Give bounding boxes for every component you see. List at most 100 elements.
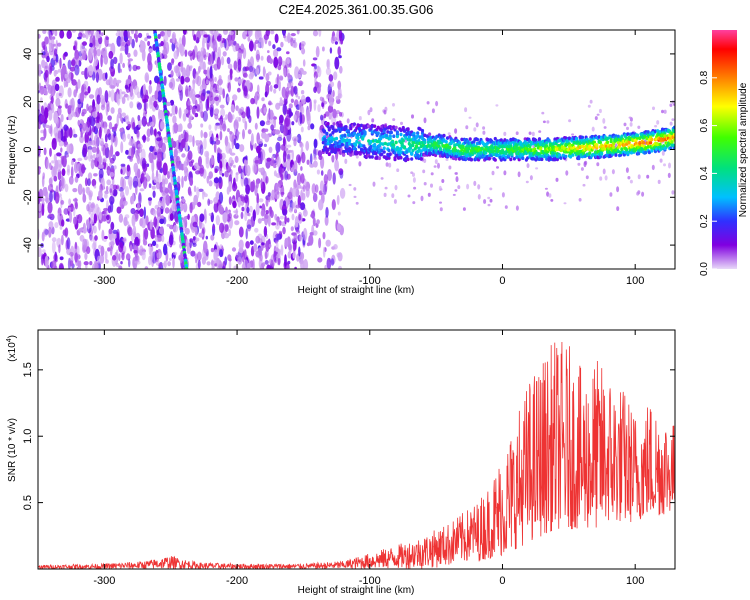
- heatmap-cell: [371, 139, 376, 143]
- heatmap-cell: [525, 180, 529, 184]
- heatmap-cell: [249, 56, 254, 68]
- heatmap-cell: [361, 148, 365, 153]
- heatmap-cell: [207, 198, 211, 206]
- heatmap-cell: [66, 143, 72, 154]
- heatmap-cell: [399, 132, 403, 137]
- heatmap-cell: [222, 123, 227, 132]
- heatmap-cell: [81, 164, 86, 174]
- heatmap-cell: [324, 138, 328, 143]
- heatmap-cell: [192, 135, 195, 148]
- spectrogram-signal-band: [321, 120, 675, 163]
- heatmap-cell: [210, 234, 215, 241]
- heatmap-cell: [83, 261, 89, 266]
- heatmap-cell: [327, 137, 331, 141]
- heatmap-cell: [264, 213, 269, 219]
- heatmap-cell: [150, 125, 154, 136]
- heatmap-cell: [641, 147, 646, 152]
- heatmap-cell: [202, 89, 207, 97]
- heatmap-cell: [44, 65, 48, 69]
- heatmap-cell: [94, 203, 100, 216]
- heatmap-cell: [146, 136, 150, 142]
- heatmap-cell: [142, 98, 149, 103]
- heatmap-cell: [203, 34, 208, 38]
- heatmap-cell: [619, 150, 623, 155]
- heatmap-cell: [77, 119, 81, 127]
- heatmap-cell: [286, 51, 290, 55]
- heatmap-cell: [44, 107, 49, 120]
- heatmap-cell: [332, 108, 337, 119]
- heatmap-cell: [242, 47, 247, 60]
- heatmap-cell: [333, 244, 338, 250]
- heatmap-cell: [300, 94, 306, 105]
- heatmap-cell: [42, 30, 47, 34]
- heatmap-cell: [387, 156, 391, 160]
- heatmap-cell: [219, 153, 223, 160]
- heatmap-cell: [523, 137, 527, 141]
- heatmap-cell: [91, 140, 96, 146]
- heatmap-cell: [558, 153, 562, 157]
- heatmap-cell: [88, 94, 95, 99]
- heatmap-cell: [504, 143, 508, 148]
- heatmap-cell: [203, 69, 208, 75]
- heatmap-cell: [452, 193, 456, 196]
- heatmap-cell: [91, 178, 97, 187]
- heatmap-cell: [293, 114, 297, 121]
- heatmap-cell: [298, 80, 303, 87]
- heatmap-cell: [127, 58, 133, 62]
- heatmap-cell: [315, 46, 320, 58]
- x-tick-label: -200: [226, 575, 248, 587]
- heatmap-cell: [352, 122, 356, 126]
- heatmap-cell: [51, 237, 57, 242]
- heatmap-cell: [293, 85, 298, 95]
- heatmap-cell: [95, 116, 100, 120]
- heatmap-cell: [181, 34, 186, 48]
- heatmap-cell: [98, 189, 103, 200]
- heatmap-cell: [388, 136, 392, 141]
- heatmap-cell: [305, 187, 310, 198]
- heatmap-cell: [286, 153, 290, 161]
- heatmap-cell: [110, 58, 114, 70]
- heatmap-cell: [85, 246, 91, 255]
- heatmap-cell: [38, 64, 42, 76]
- heatmap-cell: [234, 77, 239, 82]
- heatmap-cell: [573, 148, 577, 152]
- heatmap-cell: [55, 76, 60, 82]
- heatmap-cell: [170, 70, 174, 78]
- heatmap-cell: [317, 257, 323, 263]
- heatmap-cell: [187, 86, 193, 98]
- heatmap-cell: [671, 118, 675, 121]
- heatmap-cell: [552, 145, 556, 149]
- heatmap-cell: [262, 66, 266, 78]
- heatmap-cell: [147, 60, 153, 72]
- heatmap-cell: [92, 35, 96, 46]
- heatmap-cell: [58, 68, 62, 73]
- heatmap-cell: [564, 136, 568, 140]
- heatmap-cell: [368, 155, 372, 159]
- heatmap-cell: [95, 34, 101, 39]
- heatmap-cell: [256, 192, 260, 205]
- heatmap-cell: [178, 255, 182, 261]
- heatmap-cell: [163, 260, 167, 269]
- heatmap-cell: [104, 193, 108, 199]
- heatmap-cell: [382, 146, 386, 150]
- heatmap-cell: [465, 156, 469, 161]
- heatmap-cell: [336, 194, 340, 206]
- heatmap-cell: [176, 162, 180, 169]
- heatmap-cell: [63, 129, 67, 142]
- heatmap-cell: [486, 138, 490, 142]
- heatmap-cell: [393, 199, 397, 204]
- heatmap-cell: [241, 250, 245, 263]
- heatmap-cell: [64, 227, 69, 237]
- heatmap-cell: [199, 30, 204, 36]
- heatmap-cell: [58, 262, 64, 269]
- heatmap-cell: [595, 143, 599, 147]
- snr-y-ticks: 0.51.01.5: [22, 362, 675, 510]
- heatmap-cell: [195, 140, 200, 144]
- heatmap-cell: [280, 41, 284, 48]
- heatmap-cell: [119, 127, 124, 133]
- heatmap-cell: [294, 266, 297, 269]
- heatmap-cell: [133, 162, 139, 173]
- heatmap-cell: [261, 97, 265, 102]
- heatmap-cell: [375, 156, 379, 160]
- heatmap-cell: [253, 41, 257, 51]
